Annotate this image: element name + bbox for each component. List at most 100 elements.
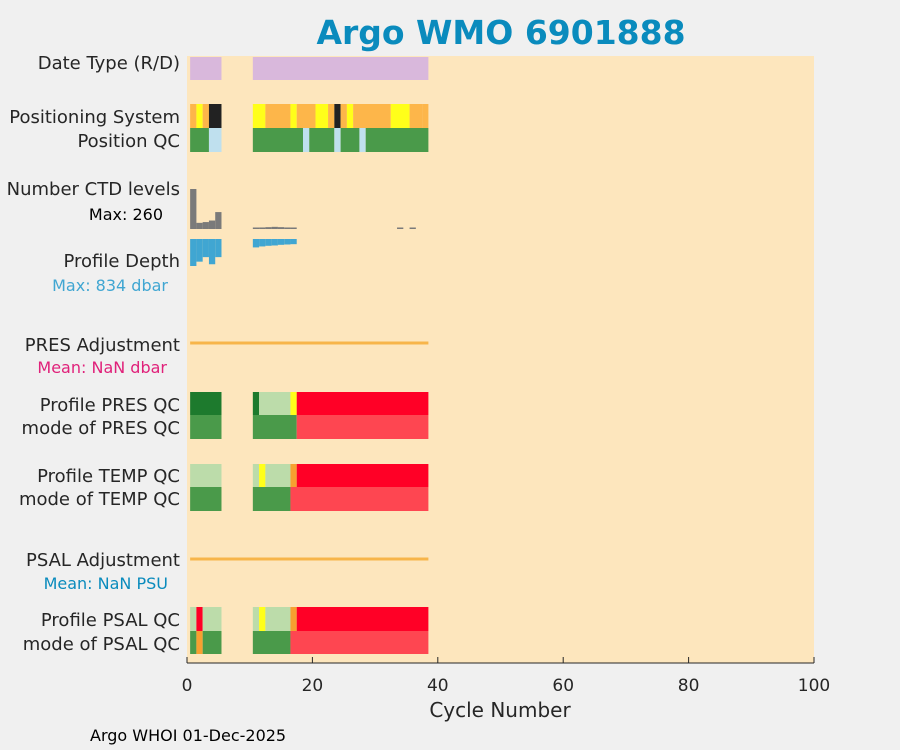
row-7-segment-5: [265, 607, 291, 631]
row-0-segment-0: [190, 57, 222, 80]
depth-bar-12: [259, 239, 266, 247]
row-3-segment-4: [296, 392, 429, 415]
row-5-segment-5: [296, 464, 429, 487]
ctd-bar-2: [196, 222, 203, 229]
row-1-segment-11: [340, 104, 347, 128]
label-profile-pres-qc: Profile PRES QC: [40, 395, 180, 416]
label-ctd-levels: Number CTD levels: [7, 179, 180, 200]
row-7-segment-3: [252, 607, 260, 631]
row-7-segment-0: [190, 607, 197, 631]
x-axis-label: Cycle Number: [429, 698, 571, 722]
depth-bar-4: [208, 239, 216, 265]
row-2-segment-1: [208, 128, 222, 152]
label-position-qc: Position QC: [77, 131, 180, 152]
row-1-segment-4: [252, 104, 266, 128]
ctd-bar-1: [190, 189, 197, 229]
x-axis-ticks: 0 20 40 60 80 100: [182, 657, 830, 696]
row-1-segment-3: [208, 104, 222, 128]
row-2-segment-0: [190, 128, 209, 152]
x-tick-label-80: 80: [678, 676, 700, 696]
label-profile-temp-qc: Profile TEMP QC: [37, 466, 180, 487]
ctd-bar-36: [409, 227, 416, 229]
row-2-segment-6: [340, 128, 360, 152]
label-positioning-system: Positioning System: [9, 107, 180, 128]
x-tick-label-100: 100: [798, 676, 830, 696]
row-5-segment-4: [290, 464, 297, 487]
depth-bar-15: [277, 239, 285, 245]
footer-text: Argo WHOI 01-Dec-2025: [90, 726, 286, 745]
label-psal-adjustment: PSAL Adjustment: [26, 550, 180, 571]
ctd-bar-13: [265, 227, 272, 229]
ctd-bar-15: [277, 227, 285, 229]
row-7-segment-4: [259, 607, 266, 631]
chart-marks: [190, 57, 429, 654]
depth-bar-16: [284, 239, 291, 245]
row-4-segment-2: [296, 415, 429, 439]
row-6-segment-1: [252, 487, 291, 511]
row-1-segment-5: [265, 104, 291, 128]
label-pres-adjustment: PRES Adjustment: [25, 335, 180, 356]
row-1-segment-13: [353, 104, 391, 128]
row-4-segment-0: [190, 415, 222, 439]
row-3-segment-3: [290, 392, 297, 415]
row-2-segment-2: [252, 128, 303, 152]
label-ctd-max: Max: 260: [89, 205, 163, 224]
row-2-segment-8: [365, 128, 429, 152]
row-7-segment-7: [296, 607, 429, 631]
row-8-segment-4: [290, 631, 429, 654]
ctd-bar-11: [252, 227, 260, 229]
row-6-segment-2: [290, 487, 429, 511]
ctd-bar-16: [284, 227, 291, 229]
ctd-bar-3: [202, 222, 209, 229]
label-depth-max: Max: 834 dbar: [52, 276, 168, 295]
ctd-bar-17: [290, 227, 297, 229]
row-1-segment-1: [196, 104, 203, 128]
row-6-segment-0: [190, 487, 222, 511]
label-pres-mean: Mean: NaN dbar: [37, 358, 167, 377]
row-2-segment-5: [334, 128, 341, 152]
x-tick-label-60: 60: [552, 676, 574, 696]
row-8-segment-0: [190, 631, 197, 654]
depth-bar-17: [290, 239, 297, 245]
row-3-segment-1: [252, 392, 260, 415]
row-5-segment-1: [252, 464, 260, 487]
row-2-segment-7: [359, 128, 366, 152]
ctd-bar-34: [397, 227, 404, 229]
row-8-segment-1: [196, 631, 203, 654]
depth-bar-13: [265, 239, 272, 246]
ctd-bar-14: [271, 226, 278, 229]
row-4-segment-1: [252, 415, 297, 439]
row-3-segment-2: [259, 392, 291, 415]
row-1-segment-8: [315, 104, 329, 128]
depth-bar-3: [202, 239, 209, 258]
row-7-segment-6: [290, 607, 297, 631]
chart-title: Argo WMO 6901888: [316, 13, 685, 52]
row-1-segment-9: [328, 104, 335, 128]
ctd-bar-12: [259, 227, 266, 229]
row-0-segment-1: [252, 57, 429, 80]
row-1-segment-2: [202, 104, 209, 128]
row-1-segment-10: [334, 104, 341, 128]
label-date-type: Date Type (R/D): [38, 53, 180, 74]
label-psal-mean: Mean: NaN PSU: [44, 574, 168, 593]
row-5-segment-2: [259, 464, 266, 487]
row-5-segment-3: [265, 464, 291, 487]
depth-bar-5: [215, 239, 222, 258]
depth-bar-2: [196, 239, 203, 262]
plot-background: [187, 56, 814, 663]
label-profile-psal-qc: Profile PSAL QC: [41, 610, 180, 631]
row-1-segment-12: [346, 104, 354, 128]
row-7-segment-1: [196, 607, 203, 631]
row-1-segment-15: [409, 104, 423, 128]
row-1-segment-16: [422, 104, 429, 128]
depth-bar-14: [271, 239, 278, 246]
row-8-segment-2: [202, 631, 222, 654]
row-1-segment-0: [190, 104, 197, 128]
depth-bar-11: [252, 239, 260, 248]
row-1-segment-6: [290, 104, 297, 128]
row-1-segment-7: [296, 104, 316, 128]
label-profile-depth: Profile Depth: [63, 251, 180, 272]
row-2-segment-4: [309, 128, 335, 152]
row-1-segment-14: [390, 104, 410, 128]
